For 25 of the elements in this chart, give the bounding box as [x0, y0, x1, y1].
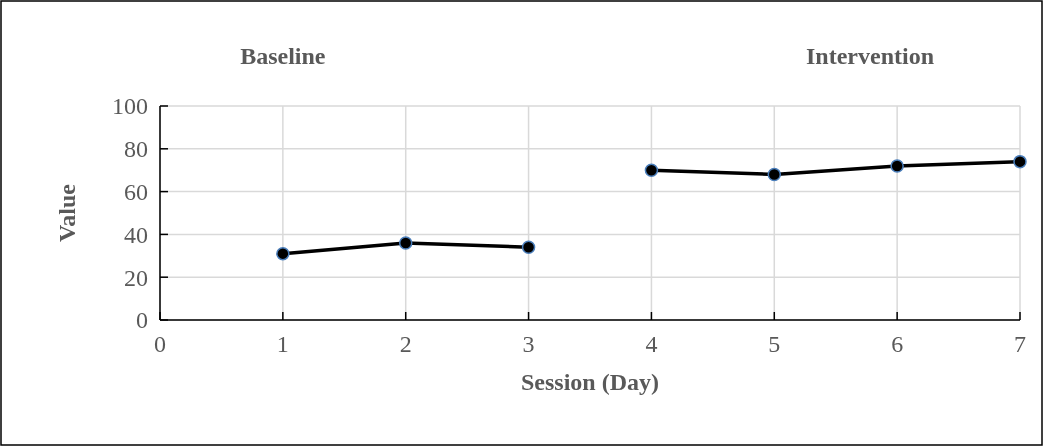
- point: [521, 240, 536, 254]
- x-tick-label: 5: [768, 331, 781, 357]
- point: [1013, 154, 1027, 169]
- x-tick-label: 7: [1014, 331, 1026, 357]
- point: [767, 167, 782, 182]
- point: [398, 236, 413, 250]
- y-tick-label: 100: [112, 93, 148, 120]
- x-tick-label: 1: [276, 331, 289, 357]
- point: [276, 246, 290, 261]
- x-axis-title: Session (Day): [520, 369, 660, 395]
- text: Baseline: [240, 43, 326, 69]
- y-tick-label: 80: [124, 136, 148, 163]
- y-tick-label: 60: [124, 179, 148, 205]
- x-tick-label: 2: [399, 331, 412, 357]
- text: Intervention: [806, 43, 934, 69]
- y-tick-label: 20: [124, 264, 148, 291]
- x-tick-label: 3: [522, 331, 535, 357]
- y-tick-label: 40: [124, 221, 148, 248]
- point: [890, 159, 904, 173]
- point: [644, 163, 659, 177]
- x-tick-label: 6: [891, 331, 904, 357]
- x-tick-label: 0: [154, 331, 166, 357]
- y-tick-label: 0: [136, 307, 148, 334]
- x-tick-label: 4: [645, 331, 658, 357]
- y-axis-title: Value: [54, 183, 80, 242]
